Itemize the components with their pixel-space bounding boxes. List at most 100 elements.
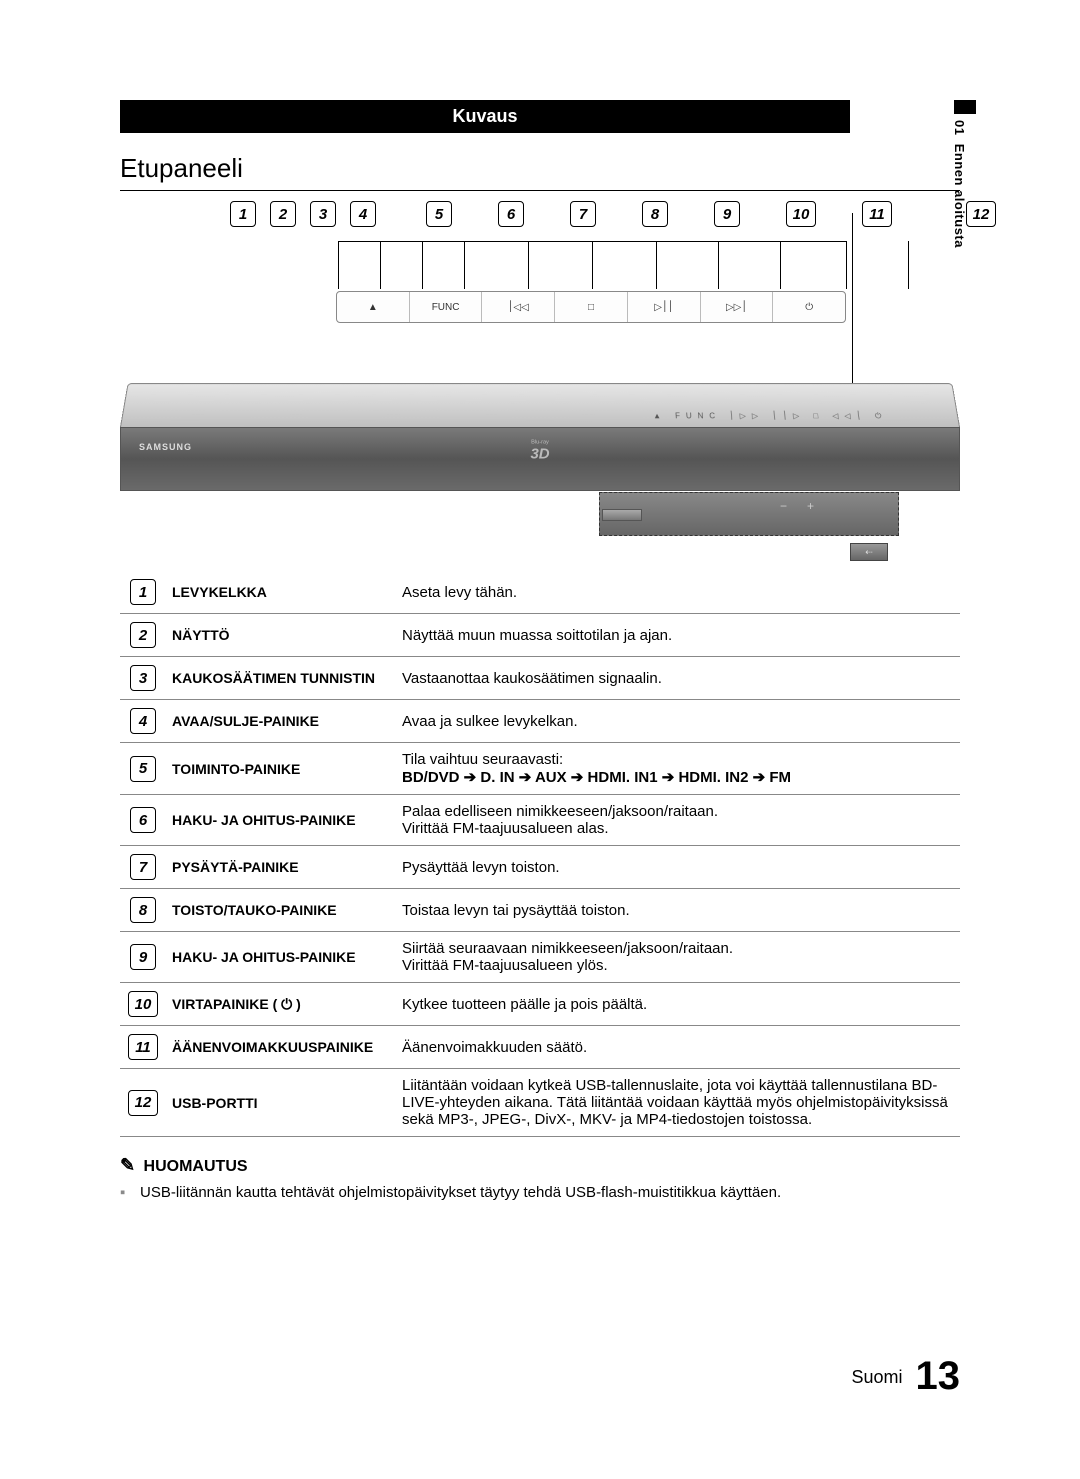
- panel-icon: ⏻: [773, 302, 845, 313]
- row-desc: Näyttää muun muassa soittotilan ja ajan.: [396, 614, 960, 657]
- device-pullout-panel: −+ ⇠: [599, 492, 899, 536]
- panel-icon: ▷׀׀: [628, 302, 700, 313]
- note-icon: ✎: [120, 1155, 135, 1175]
- row-number-box: 1: [130, 579, 156, 605]
- device-illustration: ▲ FUNC ׀◁◁ □ ▷׀׀ ▷▷׀ ⏻ SAMSUNG Blu-ray 3…: [120, 381, 960, 511]
- pointer-vline: [464, 241, 465, 289]
- callout-6: 6: [498, 201, 524, 227]
- control-icon-strip: ▲FUNC׀◁◁□▷׀׀▷▷׀⏻: [336, 291, 846, 323]
- row-number-box: 5: [130, 756, 156, 782]
- table-row: 12 USB-PORTTILiitäntään voidaan kytkeä US…: [120, 1069, 960, 1137]
- row-number-box: 4: [130, 708, 156, 734]
- row-number: 7: [120, 846, 166, 889]
- usb-port-icon: ⇠: [850, 543, 888, 561]
- row-name: TOIMINTO-PAINIKE: [166, 743, 396, 795]
- table-row: 3KAUKOSÄÄTIMEN TUNNISTINVastaanottaa kau…: [120, 657, 960, 700]
- table-row: 2 NÄYTTÖNäyttää muun muassa soittotilan j…: [120, 614, 960, 657]
- row-desc: Palaa edelliseen nimikkeeseen/jaksoon/ra…: [396, 795, 960, 846]
- vol-minus: −: [780, 499, 807, 513]
- page-footer: Suomi 13: [851, 1354, 960, 1399]
- panel-icon: ▷▷׀: [701, 302, 773, 313]
- row-desc: Kytkee tuotteen päälle ja pois päältä.: [396, 983, 960, 1026]
- row-name: VIRTAPAINIKE ( ⏻ ): [166, 983, 396, 1026]
- pointer-vline: [908, 241, 909, 289]
- table-row: 10 VIRTAPAINIKE ( ⏻ )Kytkee tuotteen pääl…: [120, 983, 960, 1026]
- pointer-vline: [592, 241, 593, 289]
- table-row: 1 LEVYKELKKAAseta levy tähän.: [120, 571, 960, 614]
- callout-5: 5: [426, 201, 452, 227]
- panel-icon: ▲: [337, 302, 409, 313]
- table-row: 5 TOIMINTO-PAINIKETila vaihtuu seuraavast…: [120, 743, 960, 795]
- callout-12: 12: [966, 201, 996, 227]
- note-body: USB-liitännän kautta tehtävät ohjelmisto…: [120, 1184, 960, 1201]
- page-body: Kuvaus Etupaneeli 123456789101112 ▲FUNC׀…: [120, 100, 960, 1201]
- callout-2: 2: [270, 201, 296, 227]
- callout-1: 1: [230, 201, 256, 227]
- row-desc: Pysäyttää levyn toiston.: [396, 846, 960, 889]
- device-top-panel: ▲ FUNC ׀◁◁ □ ▷׀׀ ▷▷׀ ⏻: [120, 383, 960, 427]
- footer-page-number: 13: [916, 1354, 961, 1398]
- pointer-12-vline: [852, 213, 853, 393]
- row-desc: Tila vaihtuu seuraavasti:BD/DVD ➔ D. IN …: [396, 743, 960, 795]
- pointer-vline: [422, 241, 423, 289]
- pointer-vline: [656, 241, 657, 289]
- row-number-box: 10: [128, 991, 158, 1017]
- footer-lang: Suomi: [851, 1367, 902, 1387]
- pointer-vline: [528, 241, 529, 289]
- row-name: NÄYTTÖ: [166, 614, 396, 657]
- row-desc: Siirtää seuraavaan nimikkeeseen/jaksoon/…: [396, 932, 960, 983]
- row-number: 5: [120, 743, 166, 795]
- row-number-box: 2: [130, 622, 156, 648]
- row-desc: Aseta levy tähän.: [396, 571, 960, 614]
- bluray-3d-logo: Blu-ray 3D: [500, 434, 580, 462]
- row-number: 6: [120, 795, 166, 846]
- row-number: 10: [120, 983, 166, 1026]
- row-name: LEVYKELKKA: [166, 571, 396, 614]
- row-name: AVAA/SULJE-PAINIKE: [166, 700, 396, 743]
- row-desc: Toistaa levyn tai pysäyttää toiston.: [396, 889, 960, 932]
- table-row: 8TOISTO/TAUKO-PAINIKEToistaa levyn tai p…: [120, 889, 960, 932]
- row-desc: Äänenvoimakkuuden säätö.: [396, 1026, 960, 1069]
- row-number: 1: [120, 571, 166, 614]
- row-name: KAUKOSÄÄTIMEN TUNNISTIN: [166, 657, 396, 700]
- row-number-box: 8: [130, 897, 156, 923]
- callout-10: 10: [786, 201, 816, 227]
- row-number: 8: [120, 889, 166, 932]
- pointer-vline: [718, 241, 719, 289]
- table-row: 11 ÄÄNENVOIMAKKUUSPAINIKEÄänenvoimakkuude…: [120, 1026, 960, 1069]
- pointer-vline: [380, 241, 381, 289]
- row-name: ÄÄNENVOIMAKKUUSPAINIKE: [166, 1026, 396, 1069]
- table-row: 4 AVAA/SULJE-PAINIKEAvaa ja sulkee levyke…: [120, 700, 960, 743]
- callout-11: 11: [862, 201, 892, 227]
- note-heading: HUOMAUTUS: [144, 1158, 248, 1175]
- row-number: 11: [120, 1026, 166, 1069]
- note-block: ✎ HUOMAUTUS USB-liitännän kautta tehtävä…: [120, 1155, 960, 1201]
- pointer-lines: [338, 241, 846, 281]
- volume-marks: −+: [780, 499, 834, 513]
- row-desc: Liitäntään voidaan kytkeä USB-tallennusl…: [396, 1069, 960, 1137]
- device-front-panel: SAMSUNG Blu-ray 3D −+ ⇠: [120, 427, 960, 491]
- row-number-box: 6: [130, 807, 156, 833]
- callout-number-row: 123456789101112: [230, 201, 996, 227]
- row-name: HAKU- JA OHITUS-PAINIKE: [166, 932, 396, 983]
- row-number-box: 12: [128, 1090, 158, 1116]
- row-desc: Vastaanottaa kaukosäätimen signaalin.: [396, 657, 960, 700]
- panel-icon: FUNC: [410, 302, 482, 313]
- row-desc: Avaa ja sulkee levykelkan.: [396, 700, 960, 743]
- row-number: 12: [120, 1069, 166, 1137]
- row-number-box: 7: [130, 854, 156, 880]
- pointer-vline: [780, 241, 781, 289]
- device-top-icons: ▲ FUNC ׀◁◁ □ ▷׀׀ ▷▷׀ ⏻: [653, 412, 888, 422]
- table-row: 9HAKU- JA OHITUS-PAINIKESiirtää seuraava…: [120, 932, 960, 983]
- callout-8: 8: [642, 201, 668, 227]
- row-number: 9: [120, 932, 166, 983]
- section-banner: Kuvaus: [120, 100, 850, 133]
- row-number-box: 11: [128, 1034, 158, 1060]
- row-name: USB-PORTTI: [166, 1069, 396, 1137]
- brand-logo: SAMSUNG: [139, 442, 192, 452]
- callout-7: 7: [570, 201, 596, 227]
- row-name: HAKU- JA OHITUS-PAINIKE: [166, 795, 396, 846]
- pointer-vline: [846, 241, 847, 289]
- section-title: Etupaneeli: [120, 153, 960, 191]
- panel-icon: ׀◁◁: [482, 302, 554, 313]
